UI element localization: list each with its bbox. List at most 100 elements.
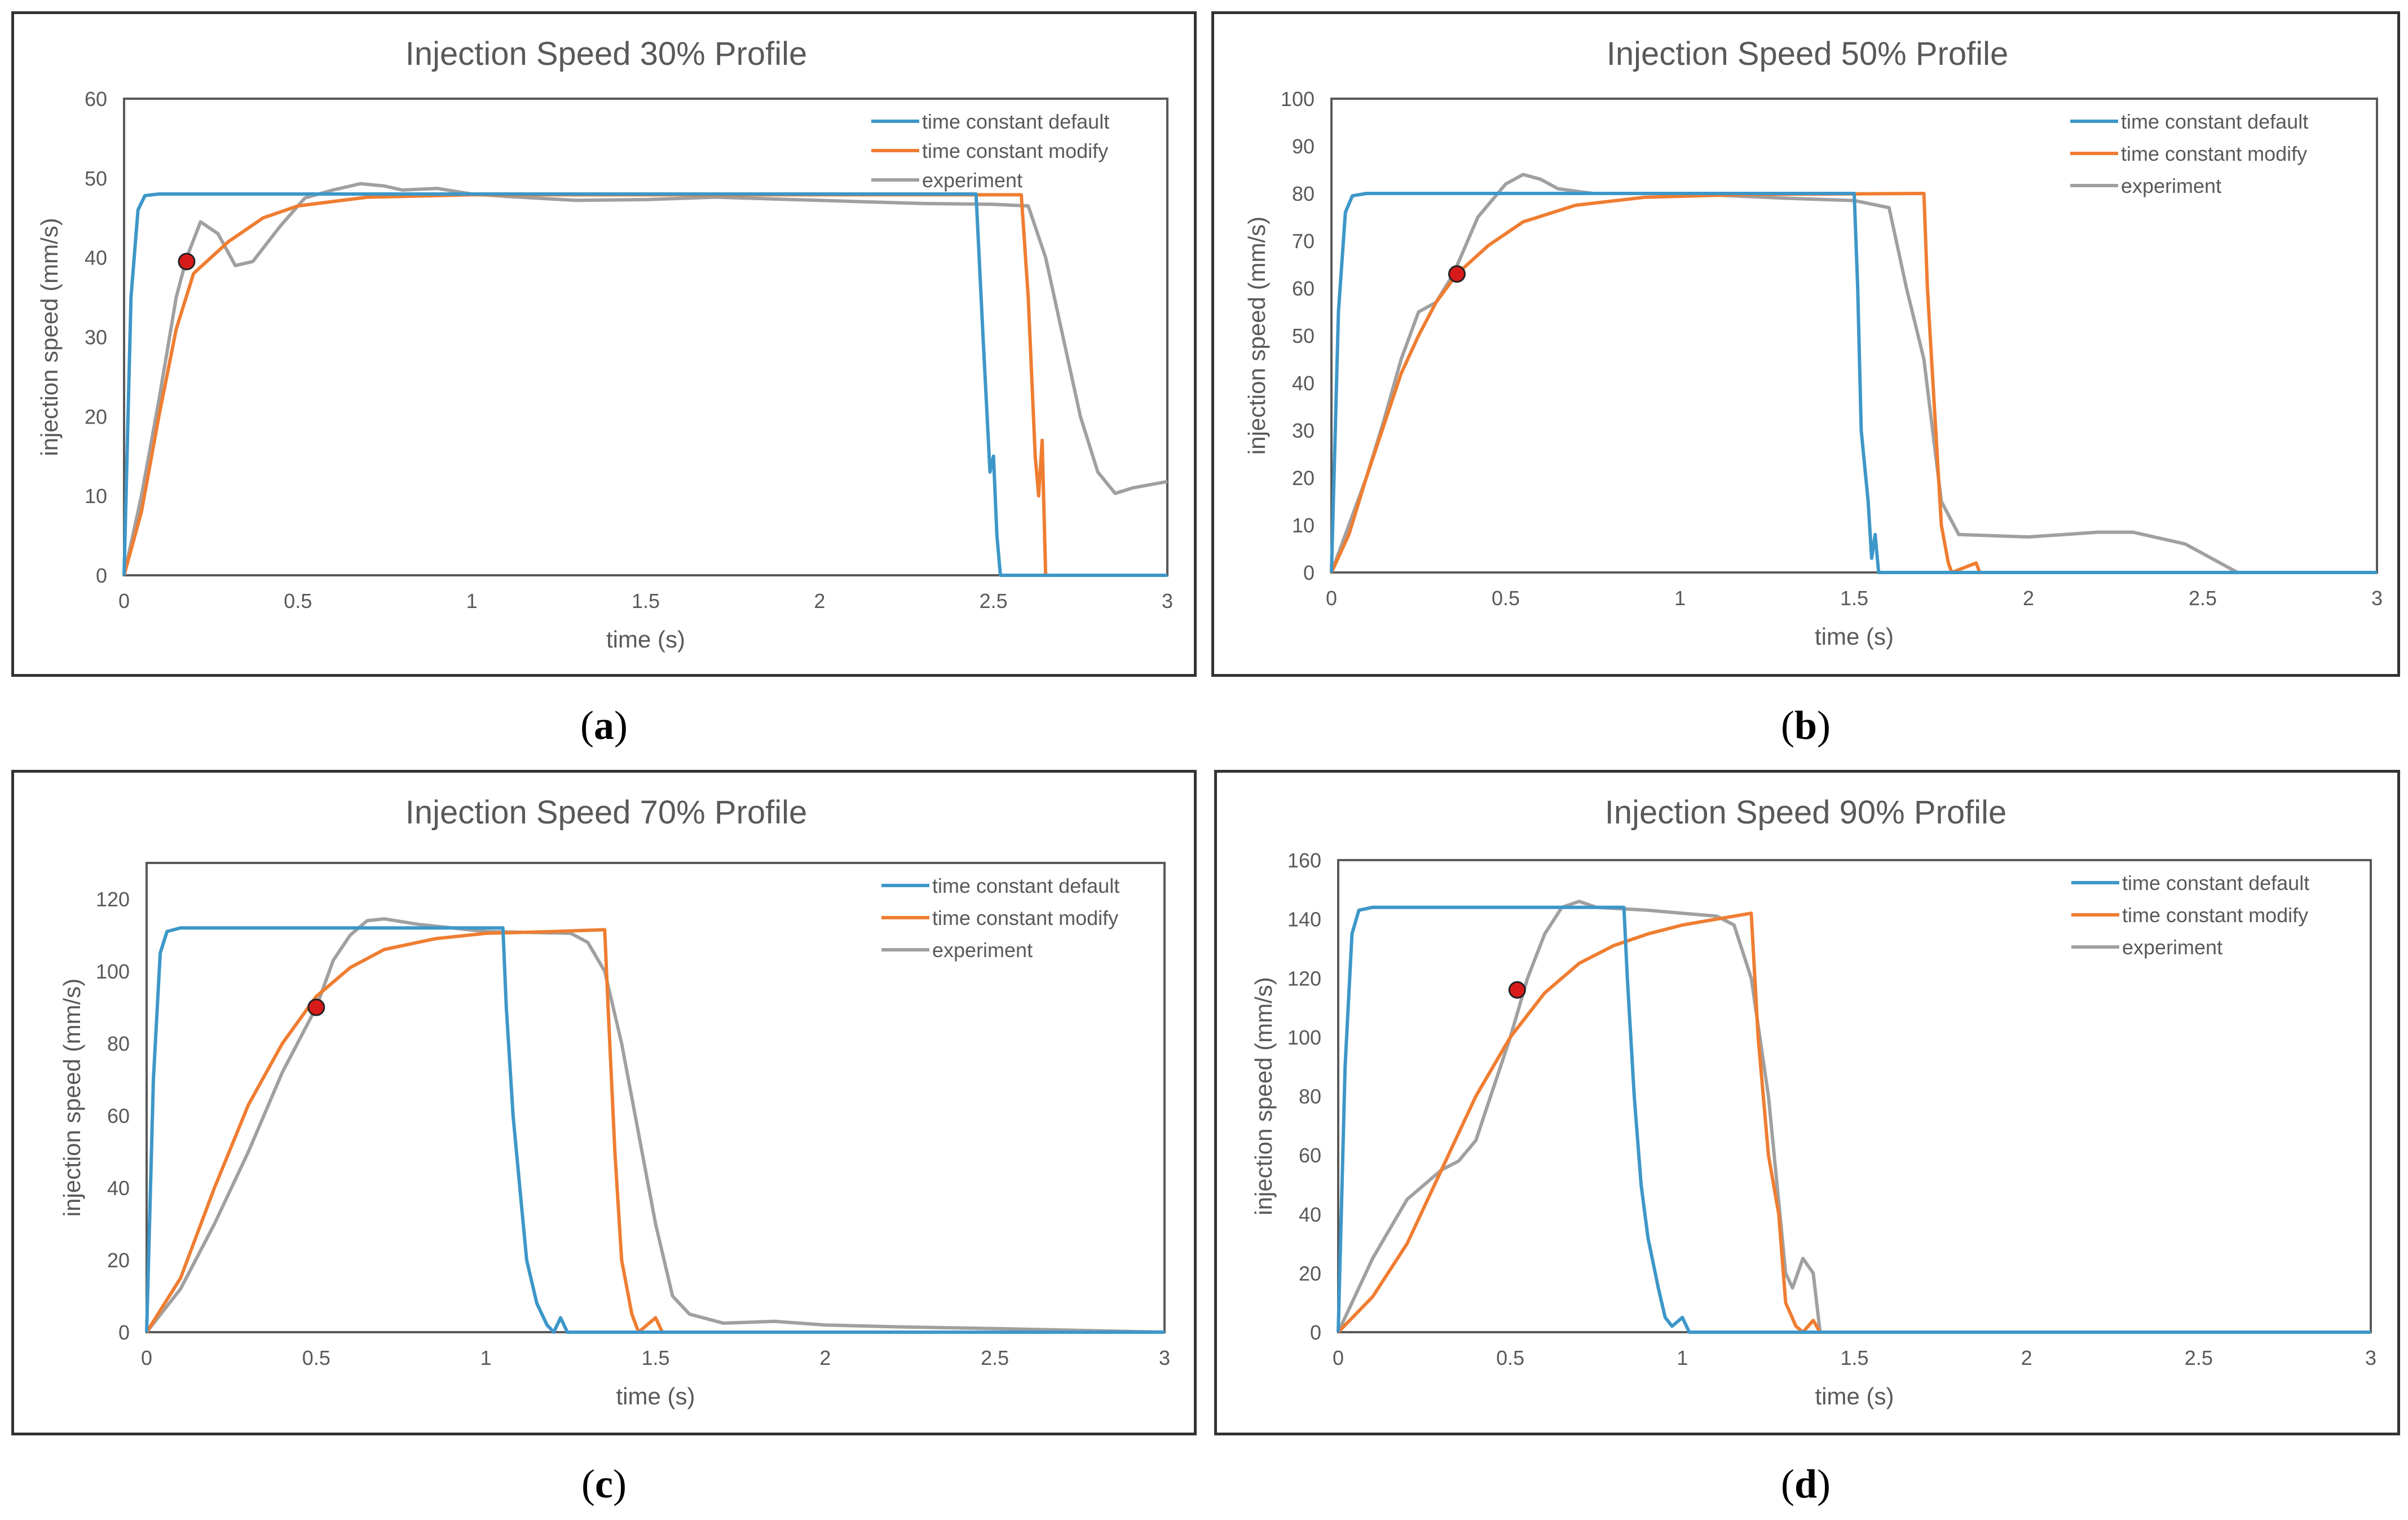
- y-tick-label: 160: [1287, 849, 1321, 872]
- y-tick-label: 20: [107, 1249, 130, 1272]
- legend-label-experiment: experiment: [932, 939, 1033, 962]
- y-tick-label: 30: [85, 326, 107, 349]
- x-tick-label: 0.5: [284, 589, 312, 613]
- caption-close: ): [612, 1461, 627, 1506]
- y-tick-label: 80: [1299, 1085, 1321, 1108]
- y-tick-label: 60: [1292, 277, 1315, 300]
- x-tick-label: 1.5: [1840, 587, 1868, 610]
- y-tick-label: 30: [1292, 419, 1315, 442]
- y-tick-label: 0: [1303, 561, 1315, 584]
- x-tick-label: 2: [2021, 1346, 2032, 1369]
- y-tick-label: 20: [85, 405, 107, 428]
- legend-label-default: time constant default: [932, 874, 1119, 897]
- x-tick-label: 3: [1162, 589, 1173, 613]
- x-tick-label: 2.5: [2185, 1346, 2213, 1369]
- legend-label-experiment: experiment: [922, 169, 1022, 192]
- plot-area: [1330, 98, 2378, 574]
- chart-panel-b: Injection Speed 50% Profile 0 0.5 1 1.5 2 2.5 3…: [1211, 11, 2400, 677]
- chart-title: Injection Speed 90% Profile: [1605, 794, 2007, 831]
- y-tick-label: 140: [1287, 908, 1321, 931]
- y-tick-label: 100: [1287, 1026, 1321, 1049]
- y-axis-label: injection speed (mm/s): [1243, 217, 1270, 455]
- x-tick-label: 1: [1677, 1346, 1688, 1369]
- legend-label-modify: time constant modify: [922, 139, 1108, 162]
- x-tick-label: 1: [480, 1346, 492, 1369]
- chart-panel-c: Injection Speed 70% Profile 0 0.5 1 1.5 2 2.5 3…: [11, 770, 1197, 1435]
- series-line-default: [1330, 192, 2377, 574]
- x-tick-label: 1.5: [641, 1346, 669, 1369]
- caption-open: (: [580, 703, 594, 748]
- series-line-experiment: [1337, 900, 2371, 1334]
- y-tick-label: 10: [85, 484, 107, 508]
- chart-panel-d: Injection Speed 90% Profile 0 0.5 1 1.5 2 2.5 3…: [1214, 770, 2400, 1435]
- y-tick-label: 80: [1292, 182, 1315, 205]
- x-axis-label: time (s): [1815, 623, 1894, 650]
- red-marker-point: [307, 998, 325, 1016]
- y-tick-label: 70: [1292, 230, 1315, 253]
- y-tick-label: 50: [85, 167, 107, 190]
- legend-label-modify: time constant modify: [2121, 142, 2307, 165]
- y-tick-label: 60: [85, 87, 107, 111]
- x-tick-label: 0.5: [1496, 1346, 1524, 1369]
- series-line-default: [145, 926, 1165, 1334]
- y-tick-label: 100: [1281, 87, 1315, 111]
- red-marker-point: [1448, 265, 1466, 283]
- caption-close: ): [1817, 703, 1831, 748]
- chart-svg-d: Injection Speed 90% Profile 0 0.5 1 1.5 2 2.5 3…: [1250, 794, 2376, 1409]
- x-tick-label: 2.5: [981, 1346, 1009, 1369]
- x-tick-label: 1.5: [632, 589, 660, 613]
- y-tick-label: 20: [1292, 466, 1315, 490]
- legend-label-experiment: experiment: [2121, 174, 2221, 197]
- x-tick-label: 0.5: [302, 1346, 330, 1369]
- y-tick-label: 60: [107, 1104, 130, 1127]
- x-tick-label: 2: [819, 1346, 831, 1369]
- y-tick-label: 80: [107, 1032, 130, 1055]
- legend-label-modify: time constant modify: [932, 906, 1118, 929]
- caption-open: (: [1780, 703, 1794, 748]
- chart-title: Injection Speed 30% Profile: [405, 36, 808, 72]
- x-tick-label: 1: [466, 589, 478, 613]
- x-tick-label: 0: [118, 589, 130, 613]
- y-tick-label: 20: [1299, 1262, 1321, 1285]
- y-tick-label: 0: [118, 1321, 130, 1344]
- x-axis-label: time (s): [616, 1383, 695, 1409]
- x-axis-label: time (s): [1815, 1383, 1894, 1409]
- chart-panel-a: Injection Speed 30% Profile 0 0.5 1 1.5 2 2.5 3…: [11, 11, 1197, 677]
- x-tick-label: 3: [2365, 1346, 2376, 1369]
- caption-close: ): [614, 703, 628, 748]
- y-axis-label: injection speed (mm/s): [1250, 977, 1277, 1215]
- y-tick-label: 10: [1292, 514, 1315, 537]
- series-line-default: [1337, 905, 2371, 1334]
- y-tick-label: 0: [96, 564, 107, 587]
- y-axis-label: injection speed (mm/s): [36, 218, 63, 456]
- y-axis-label: injection speed (mm/s): [59, 979, 85, 1217]
- plot-area: [1337, 859, 2372, 1333]
- x-tick-label: 3: [2371, 587, 2383, 610]
- caption-letter: d: [1794, 1461, 1818, 1506]
- x-tick-label: 1: [1674, 587, 1686, 610]
- series-line-modify: [122, 193, 1167, 577]
- series-line-modify: [1337, 911, 2371, 1334]
- chart-svg-b: Injection Speed 50% Profile 0 0.5 1 1.5 2 2.5 3…: [1243, 36, 2383, 650]
- x-tick-label: 2: [2023, 587, 2034, 610]
- x-tick-label: 0: [141, 1346, 152, 1369]
- caption-letter: b: [1794, 703, 1818, 748]
- x-tick-label: 2.5: [2189, 587, 2217, 610]
- y-tick-label: 50: [1292, 324, 1315, 347]
- series-line-experiment: [145, 917, 1165, 1334]
- chart-title: Injection Speed 50% Profile: [1607, 36, 2009, 72]
- red-marker-point: [1508, 981, 1526, 999]
- caption-letter: c: [595, 1461, 613, 1506]
- red-marker-point: [178, 253, 196, 271]
- chart-title: Injection Speed 70% Profile: [405, 794, 808, 831]
- chart-svg-a: Injection Speed 30% Profile 0 0.5 1 1.5 2 2.5 3…: [36, 36, 1173, 653]
- x-tick-label: 0: [1333, 1346, 1344, 1369]
- y-tick-label: 40: [107, 1177, 130, 1200]
- series-line-modify: [1330, 192, 2377, 574]
- y-tick-label: 100: [96, 960, 130, 983]
- plot-area: [123, 98, 1168, 576]
- caption-open: (: [1780, 1461, 1794, 1506]
- series-line-experiment: [122, 182, 1168, 576]
- legend-label-default: time constant default: [2122, 871, 2309, 895]
- caption-letter: a: [594, 703, 614, 748]
